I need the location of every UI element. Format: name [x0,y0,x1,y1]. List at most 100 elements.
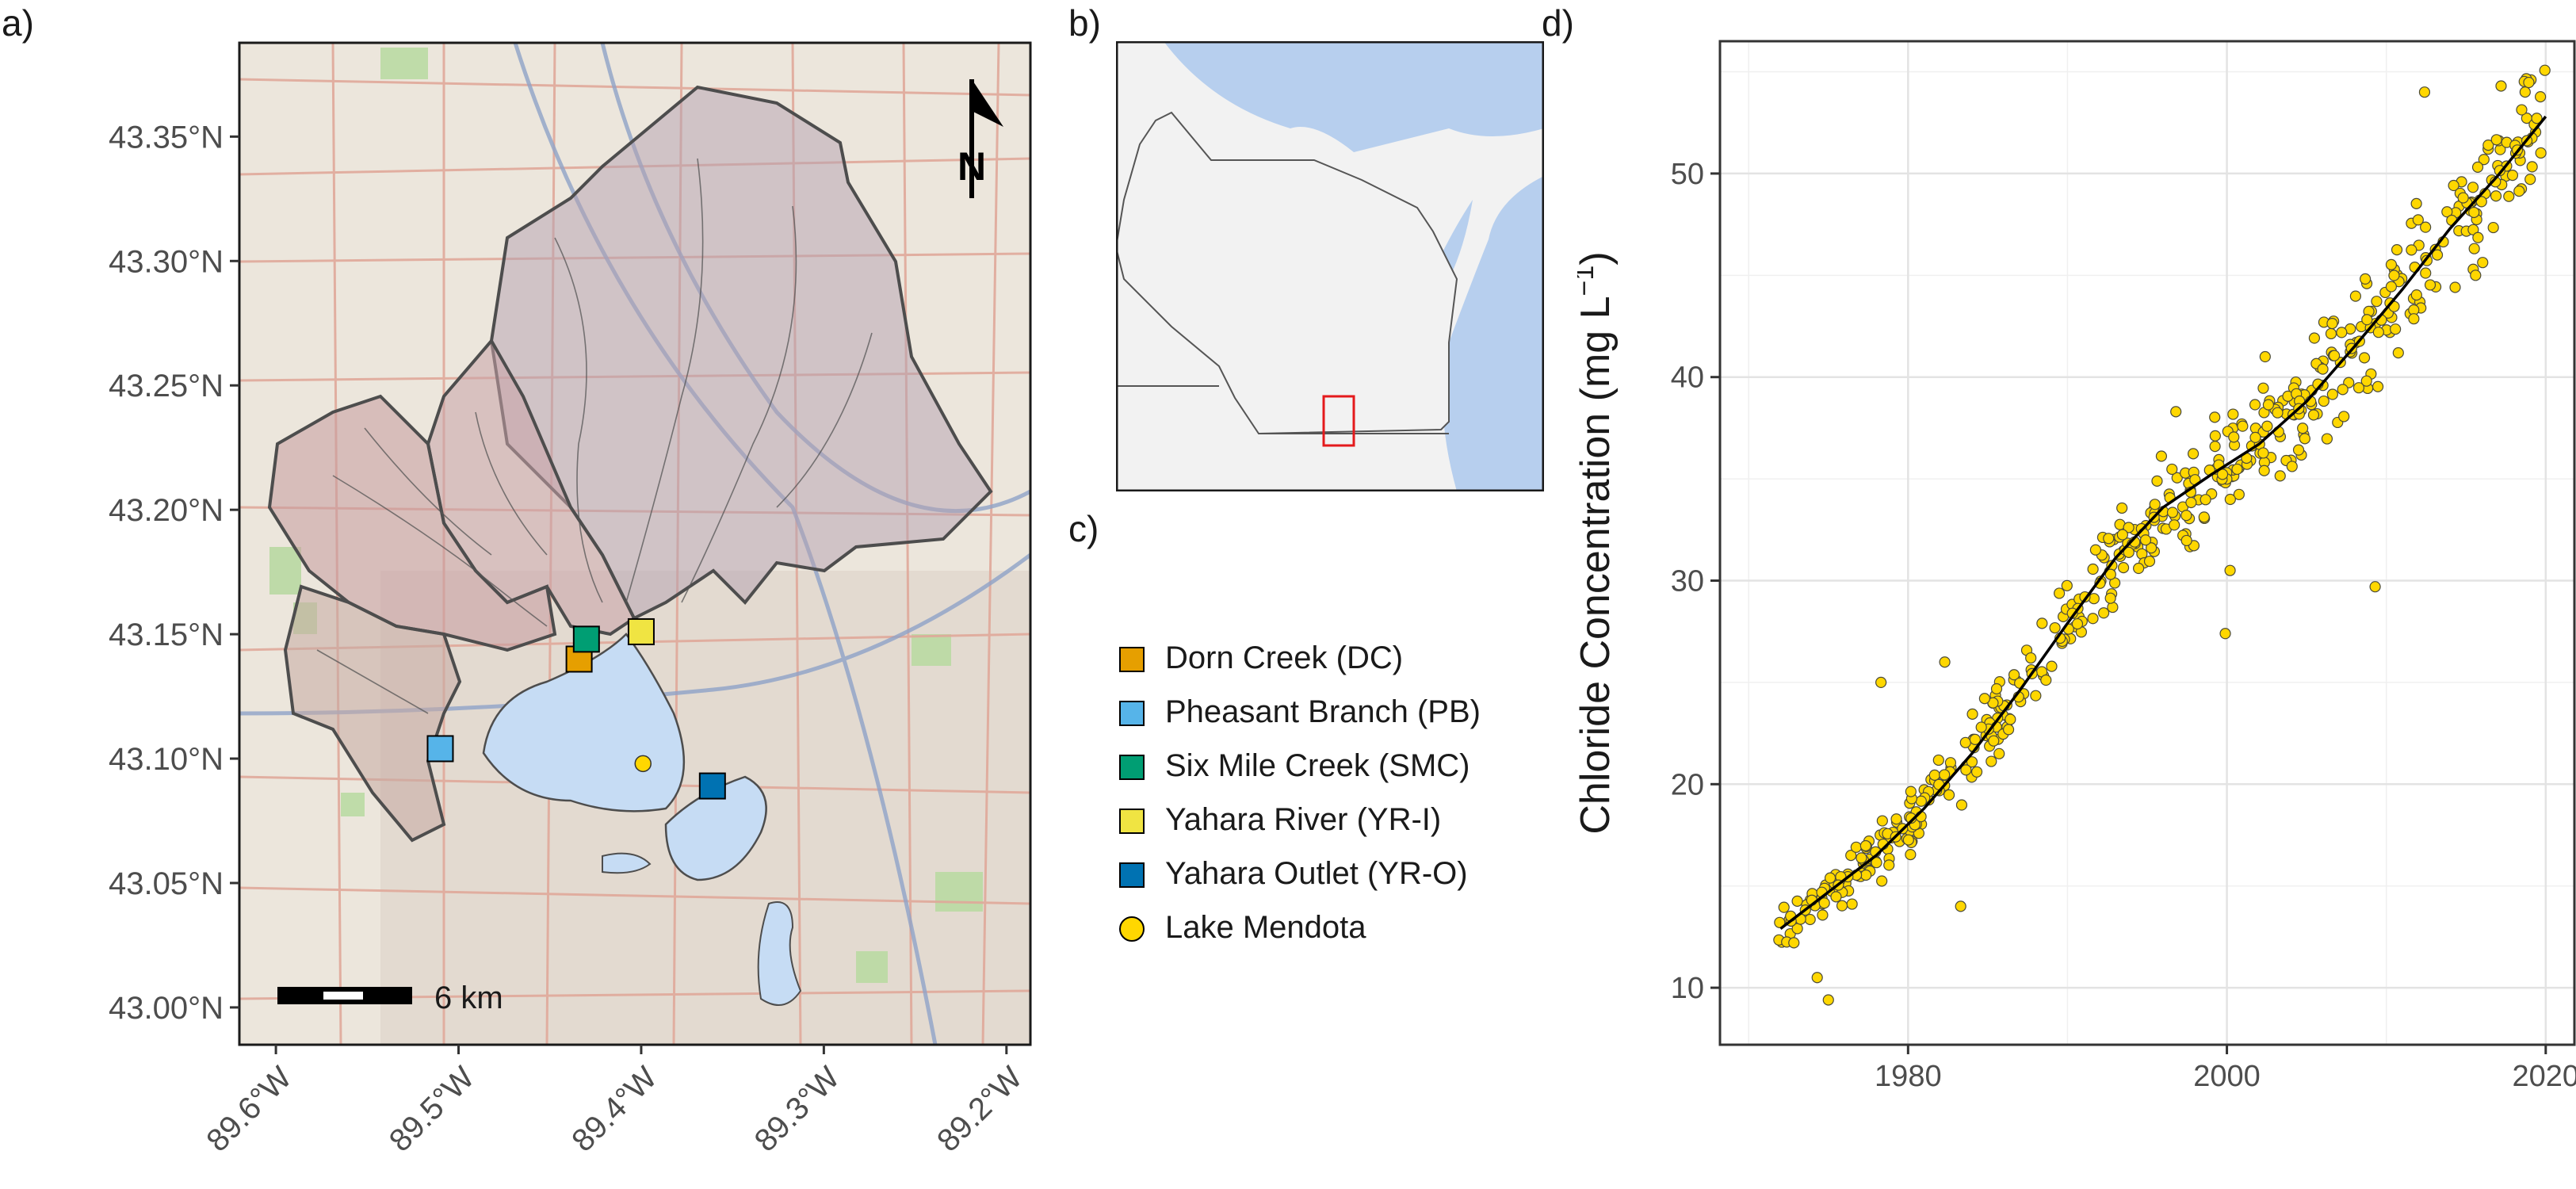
data-point [2187,448,2200,460]
data-point [2257,382,2269,394]
data-point [1883,859,1895,871]
data-point [2249,399,2261,411]
data-point [2171,472,2183,484]
data-point [2166,507,2179,518]
data-point [2116,502,2128,514]
data-point [2088,593,2100,605]
site-marker-yr-i [627,617,655,645]
data-point [2180,534,2192,547]
y-tick-label: 30 [1671,565,1704,598]
data-point [2372,380,2384,392]
data-point [2209,430,2221,442]
legend-swatch-yahara-river [1119,809,1145,834]
data-point [2388,270,2400,281]
data-point [2046,660,2058,672]
inset-map-panel-b [1116,41,1544,491]
data-point [2151,475,2163,487]
lake-wingra [602,852,652,874]
panel-label-c: c) [1068,508,1099,549]
data-point [2449,281,2461,293]
data-point [2418,86,2431,98]
data-point [2360,273,2372,285]
data-point [2087,613,2099,625]
y-tick-label: 20 [1671,768,1704,801]
data-point [2482,140,2494,151]
data-point [2258,465,2270,476]
data-point [2506,169,2519,182]
data-point [2209,440,2221,453]
data-point [2257,447,2269,459]
data-point [2531,113,2543,124]
data-point [2104,592,2116,604]
data-point [2490,134,2502,146]
data-point [1856,852,1867,864]
legend-label: Six Mile Creek (SMC) [1165,748,1470,783]
data-point [2262,399,2275,411]
data-point [2216,468,2229,480]
data-point [2326,318,2338,330]
data-point [2406,244,2417,256]
legend-swatch-yahara-outlet [1119,862,1145,888]
data-point [2467,182,2479,193]
y-axis-title: Chloride Concentration (mg L−1) [1577,251,1619,834]
data-point [1939,769,1951,781]
data-point [1804,913,1816,926]
data-point [2040,674,2052,686]
data-point [2349,290,2362,302]
data-point [2166,463,2178,476]
data-point [2535,91,2547,103]
data-point [1859,839,1871,852]
data-point [2513,185,2525,197]
data-point [2391,244,2403,256]
legend: Dorn Creek (DC) Pheasant Branch (PB) Six… [1116,640,1544,973]
y-tick-label: 10 [1671,972,1704,1005]
data-point [2049,621,2061,634]
data-point [1915,795,1927,807]
data-point [2471,161,2484,173]
data-point [2149,499,2161,510]
lon-tick-label: 89.3°W [748,1060,847,1158]
chart-trend [1779,115,2547,930]
legend-label: Pheasant Branch (PB) [1165,694,1481,729]
data-point [2392,347,2404,359]
legend-swatch-dorn-creek [1119,647,1145,672]
scale-bar-label: 6 km [434,981,503,1015]
data-point [2519,86,2531,98]
data-point [1830,891,1842,903]
data-point [1905,786,1917,797]
data-point [1986,755,1997,767]
data-point [2412,214,2424,226]
data-point [2200,494,2211,506]
data-point [1774,916,1786,928]
plot-border [1718,40,2576,1046]
data-point [2272,407,2284,419]
data-point [1875,676,1887,689]
data-point [2274,470,2286,482]
data-point [2372,327,2384,338]
data-point [2385,258,2398,270]
data-point [1817,909,1829,921]
data-point [1811,972,1823,984]
inset-border [1116,41,1544,491]
data-point [1955,799,1968,811]
x-tick-label: 2020 [2513,1060,2576,1093]
data-point [2524,174,2536,185]
data-point [2259,350,2271,363]
legend-item: Pheasant Branch (PB) [1116,694,1544,737]
data-point [1876,815,1888,827]
lat-tick-label: 43.30°N [109,244,224,279]
chart-axes: 1980 2000 2020 10 20 30 40 50 [1671,40,2576,1093]
data-point [2317,363,2329,375]
panel-label-d: d) [1542,2,1574,44]
data-point [2169,519,2180,531]
data-point [2385,281,2398,292]
legend-item: Yahara River (YR-I) [1116,802,1544,845]
data-point [2468,243,2480,254]
panel-label-b: b) [1068,2,1101,44]
data-point [2431,249,2444,261]
data-point [2198,511,2210,523]
lake-superior [1164,41,1544,152]
north-arrow-label: N [957,144,986,189]
lon-tick-label: 89.2°W [931,1060,1029,1158]
data-point [2358,352,2371,364]
